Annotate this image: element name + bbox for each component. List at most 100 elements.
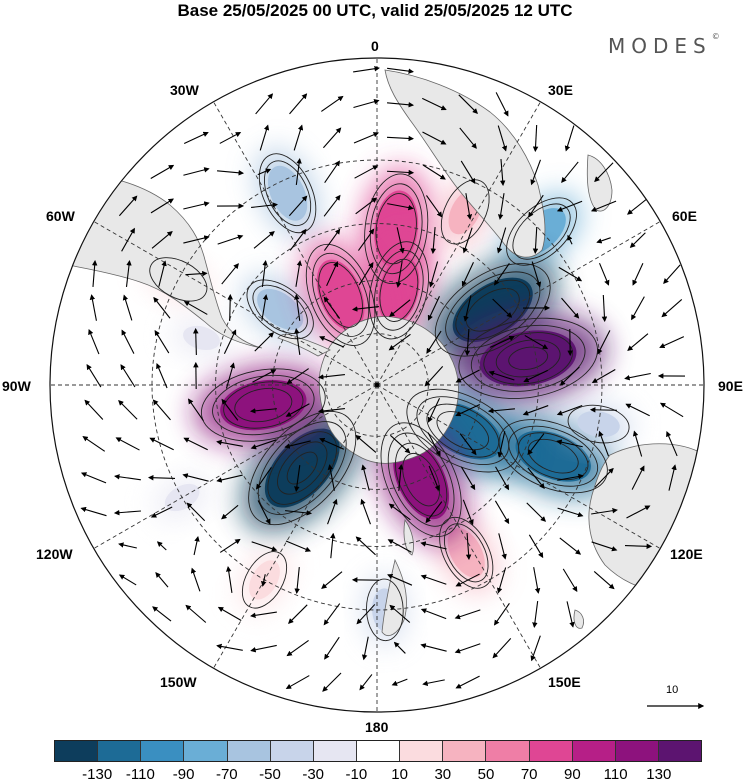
wind-vector (120, 364, 136, 388)
wind-vector (182, 473, 209, 482)
wind-vector (455, 403, 481, 417)
colorbar-tick-label: -130 (82, 766, 113, 783)
wind-vector (361, 636, 369, 661)
wind-vector (284, 440, 311, 449)
wind-vector (557, 473, 584, 481)
wind-vector (324, 160, 340, 184)
wind-vector (355, 536, 376, 556)
wind-vector (193, 535, 200, 556)
wind-vector (487, 408, 515, 414)
wind-vector (185, 270, 208, 277)
wind-vector (422, 131, 447, 145)
colorbar-cell (184, 741, 228, 761)
lon-label-0: 0 (371, 38, 379, 54)
brand-mark: © (711, 32, 720, 41)
wind-vector (492, 638, 512, 659)
wind-vector (152, 606, 172, 622)
wind-vector (426, 330, 442, 354)
wind-vector (221, 263, 239, 285)
wind-vector (289, 228, 307, 251)
lon-label-120e: 120E (670, 546, 703, 562)
wind-vector (492, 298, 513, 318)
wind-vector (530, 635, 541, 662)
anomaly-core (220, 379, 307, 431)
wind-vector (488, 370, 515, 381)
wind-vector (288, 604, 308, 624)
wind-vector (559, 537, 582, 555)
wind-vector (156, 541, 167, 551)
wind-vector (556, 200, 583, 212)
contour-line (305, 243, 376, 346)
contour-line (508, 346, 549, 371)
anomaly-core (264, 428, 340, 508)
wind-vector (395, 261, 403, 288)
wind-vector (598, 262, 610, 286)
wind-vector (462, 227, 473, 254)
wind-vector (147, 474, 176, 481)
contour-line (465, 288, 520, 332)
contour-line (318, 262, 364, 328)
wind-vector (532, 226, 539, 255)
wind-vector (494, 500, 510, 525)
wind-vector (629, 232, 646, 249)
contour-line (375, 193, 417, 265)
wind-vector (626, 197, 649, 215)
meridian-line (376, 384, 661, 549)
wind-vector (91, 259, 98, 288)
wind-vector (424, 365, 444, 387)
wind-vector (425, 501, 443, 524)
wind-vector (149, 437, 174, 451)
wind-vector (420, 608, 447, 620)
contour-line (470, 324, 586, 392)
wind-vector (427, 295, 440, 321)
wind-vector (216, 643, 243, 651)
wind-vector (594, 467, 614, 488)
wind-vector (428, 465, 440, 492)
contour-line (380, 422, 462, 537)
wind-vector (601, 294, 608, 323)
contour-line (402, 452, 441, 507)
colorbar-tick-label: 130 (646, 766, 672, 783)
wind-vector (567, 234, 573, 245)
contour-line (406, 388, 520, 473)
colorbar-tick-label: 30 (434, 766, 452, 783)
south-pole-marker (374, 382, 380, 388)
contour-line (440, 179, 490, 245)
wind-vector (422, 97, 447, 111)
wind-vector (420, 574, 447, 585)
wind-vector (561, 297, 580, 319)
colorbar-cell (270, 741, 314, 761)
wind-vector (427, 432, 441, 457)
meridian-line (376, 101, 541, 386)
wind-vector (496, 567, 507, 594)
wind-vector (294, 294, 301, 321)
wind-vector (593, 571, 615, 590)
wind-vector (493, 262, 510, 286)
lon-label-180: 180 (365, 719, 389, 735)
wind-vector (396, 227, 405, 254)
wind-vector (591, 369, 616, 384)
wind-vector (151, 230, 173, 249)
contour-line (312, 252, 370, 337)
latitude-circle (272, 280, 482, 490)
wind-vector (286, 640, 309, 657)
wind-vector (562, 568, 578, 593)
lon-label-30e: 30E (548, 82, 573, 98)
wind-vector (668, 464, 677, 491)
wind-vector (227, 293, 233, 322)
wind-vector (294, 567, 300, 595)
wind-vector (295, 260, 303, 287)
lon-label-150e: 150E (548, 674, 581, 690)
colorbar-cell (356, 741, 401, 761)
wind-vector (327, 498, 338, 525)
map-title: Base 25/05/2025 00 UTC, valid 25/05/2025… (177, 1, 573, 20)
wind-vector (526, 502, 547, 522)
wind-vector (558, 266, 583, 282)
wind-vector (559, 366, 580, 386)
wind-vector (80, 472, 107, 484)
wind-vector (459, 127, 477, 149)
wind-vector (351, 306, 379, 312)
wind-vector (260, 574, 267, 587)
contour-line (436, 411, 490, 451)
anomaly-core (577, 410, 620, 438)
